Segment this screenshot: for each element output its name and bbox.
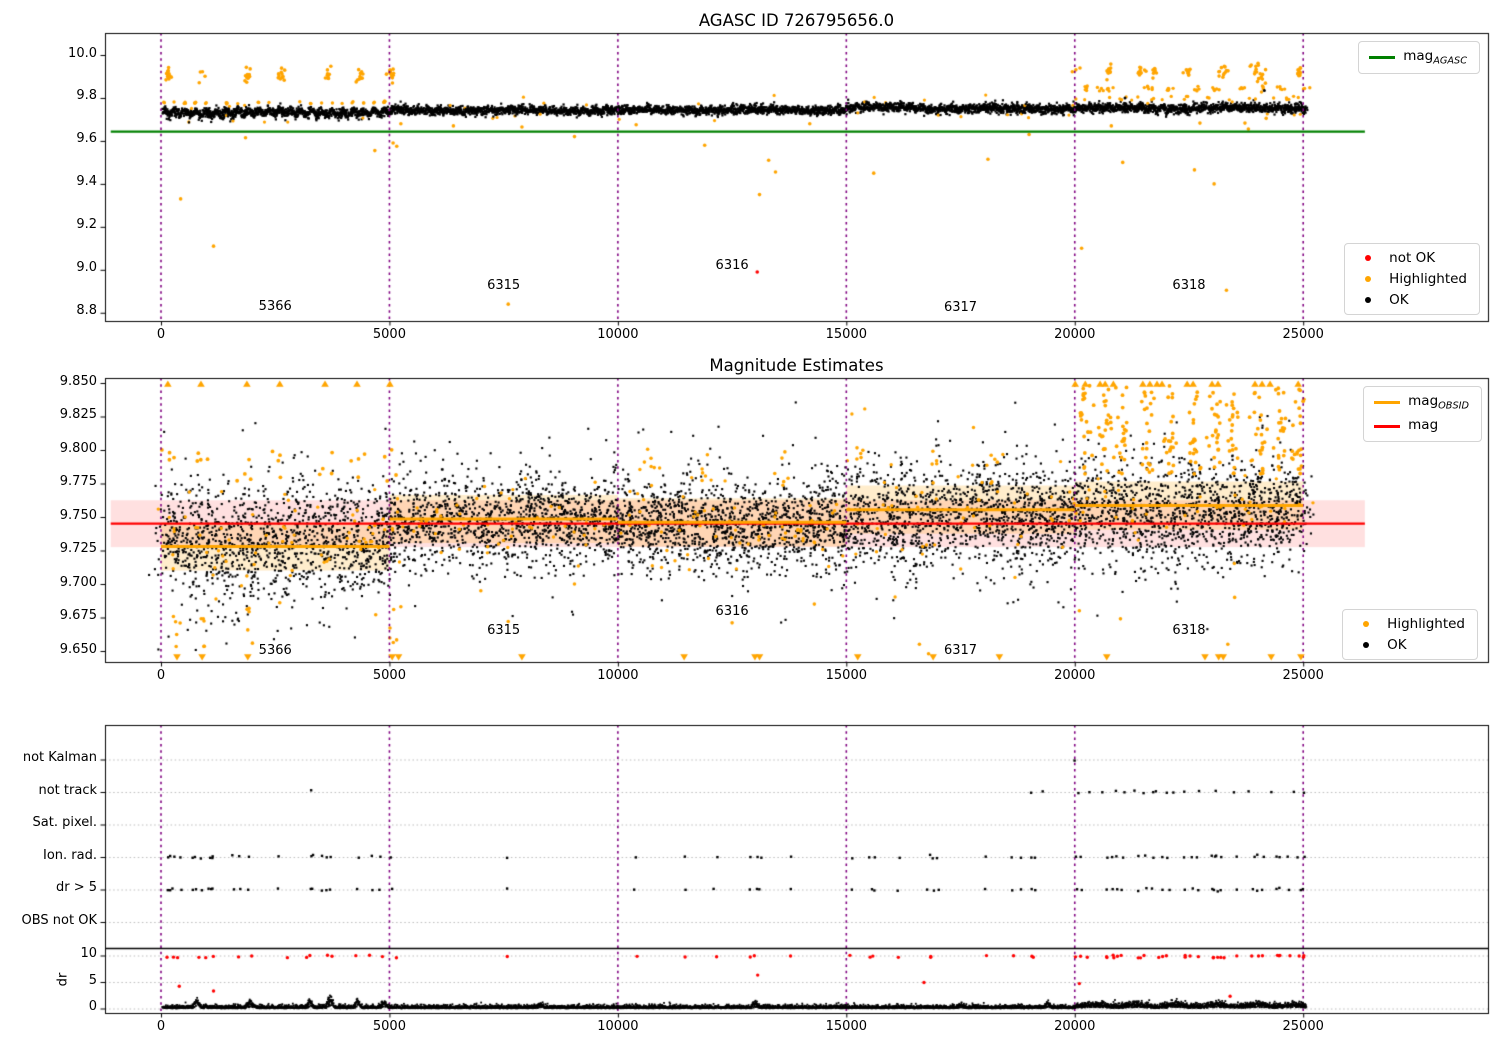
x-tick-label: 25000 (1282, 327, 1324, 342)
obsid-annotation: 6315 (487, 623, 521, 639)
flag-row-label: Sat. pixel. (32, 815, 97, 830)
flag-row-label: dr > 5 (55, 880, 97, 895)
y-tick-label: 9.800 (59, 440, 97, 456)
dr-tick-label: 5 (88, 972, 97, 988)
x-tick-label: 5000 (372, 1019, 406, 1034)
y-tick-label: 9.700 (59, 574, 97, 590)
y-tick-label: 9.750 (59, 507, 97, 523)
y-tick-label: 9.825 (59, 407, 97, 422)
black-dot-swatch (1355, 297, 1381, 303)
legend-label: mag (1408, 416, 1439, 433)
y-tick-label: 9.4 (76, 174, 97, 190)
legend-entry-mag-agasc: magAGASC (1369, 48, 1467, 67)
legend-label: OK (1387, 637, 1407, 653)
legend-label: magAGASC (1403, 48, 1467, 67)
x-tick-label: 15000 (825, 1019, 867, 1034)
x-tick-label: 0 (156, 1019, 166, 1034)
legend-mag-lines: magOBSID mag (1363, 386, 1482, 443)
legend-label: magOBSID (1408, 393, 1469, 412)
legend-entry-mag-obsid: magOBSID (1374, 393, 1469, 412)
y-tick-label: 9.850 (59, 373, 97, 389)
y-tick-label: 9.725 (59, 541, 97, 556)
x-tick-label: 10000 (597, 1019, 639, 1034)
legend-entry-ok: OK (1353, 637, 1465, 653)
obsid-annotation: 6315 (487, 277, 521, 293)
legend-label: Highlighted (1389, 271, 1467, 287)
legend-label: Highlighted (1387, 616, 1465, 632)
flag-row-label: OBS not OK (21, 912, 98, 928)
top-plot-title: AGASC ID 726795656.0 (698, 11, 895, 30)
obsid-annotation: 6317 (943, 299, 978, 315)
obsid-annotation: 5366 (258, 299, 292, 315)
legend-entry-highlighted: Highlighted (1353, 616, 1465, 632)
x-tick-label: 5000 (372, 668, 406, 683)
x-tick-label: 5000 (372, 327, 406, 342)
legend-label: not OK (1389, 250, 1436, 266)
y-tick-label: 10.0 (68, 45, 97, 61)
y-tick-label: 9.650 (59, 641, 97, 657)
x-tick-label: 15000 (825, 327, 867, 342)
obsid-annotation: 6317 (943, 643, 978, 659)
legend-entry-ok: OK (1355, 292, 1467, 308)
red-line-swatch (1374, 424, 1401, 428)
orange-dot-swatch (1353, 621, 1379, 627)
y-tick-label: 8.8 (76, 303, 97, 319)
flag-row-label: not Kalman (22, 750, 97, 765)
x-tick-label: 10000 (597, 668, 639, 683)
obsid-annotation: 6316 (715, 258, 749, 273)
legend-entry-mag: mag (1374, 417, 1469, 436)
x-tick-label: 0 (156, 327, 166, 342)
legend-mag-agasc: magAGASC (1358, 41, 1480, 74)
legend-entry-highlighted: Highlighted (1355, 271, 1467, 287)
dr-axis-label: dr (55, 972, 71, 987)
obsid-annotation: 5366 (258, 643, 292, 659)
y-tick-label: 9.8 (76, 88, 97, 104)
flag-row-label: Ion. rad. (43, 847, 97, 863)
y-tick-label: 9.675 (59, 608, 97, 623)
obsid-annotation: 6318 (1172, 623, 1206, 639)
y-tick-label: 9.6 (76, 131, 97, 147)
legend-entry-not-ok: not OK (1355, 250, 1467, 266)
green-line-swatch (1369, 55, 1396, 59)
x-tick-label: 20000 (1054, 327, 1096, 342)
y-tick-label: 9.775 (59, 474, 97, 489)
black-dot-swatch (1353, 642, 1379, 648)
x-tick-label: 25000 (1282, 1019, 1324, 1034)
orange-line-swatch (1374, 400, 1401, 404)
legend-top-points: not OK Highlighted OK (1344, 243, 1480, 315)
flag-row-label: not track (38, 782, 97, 798)
x-tick-label: 20000 (1054, 668, 1096, 683)
obsid-annotation: 6318 (1172, 277, 1206, 293)
x-tick-label: 15000 (825, 668, 867, 683)
y-tick-label: 9.2 (76, 217, 97, 233)
obsid-annotation: 6316 (715, 604, 749, 620)
dr-tick-label: 10 (80, 946, 97, 961)
orange-dot-swatch (1355, 276, 1381, 282)
legend-middle-points: Highlighted OK (1342, 609, 1478, 660)
dr-tick-label: 0 (88, 999, 97, 1014)
x-tick-label: 0 (156, 668, 166, 683)
x-tick-label: 25000 (1282, 668, 1324, 683)
y-tick-label: 9.0 (76, 260, 97, 276)
x-tick-label: 20000 (1054, 1019, 1096, 1034)
legend-label: OK (1389, 292, 1409, 308)
middle-plot-title: Magnitude Estimates (709, 356, 884, 375)
x-tick-label: 10000 (597, 327, 639, 342)
red-dot-swatch (1355, 255, 1381, 261)
